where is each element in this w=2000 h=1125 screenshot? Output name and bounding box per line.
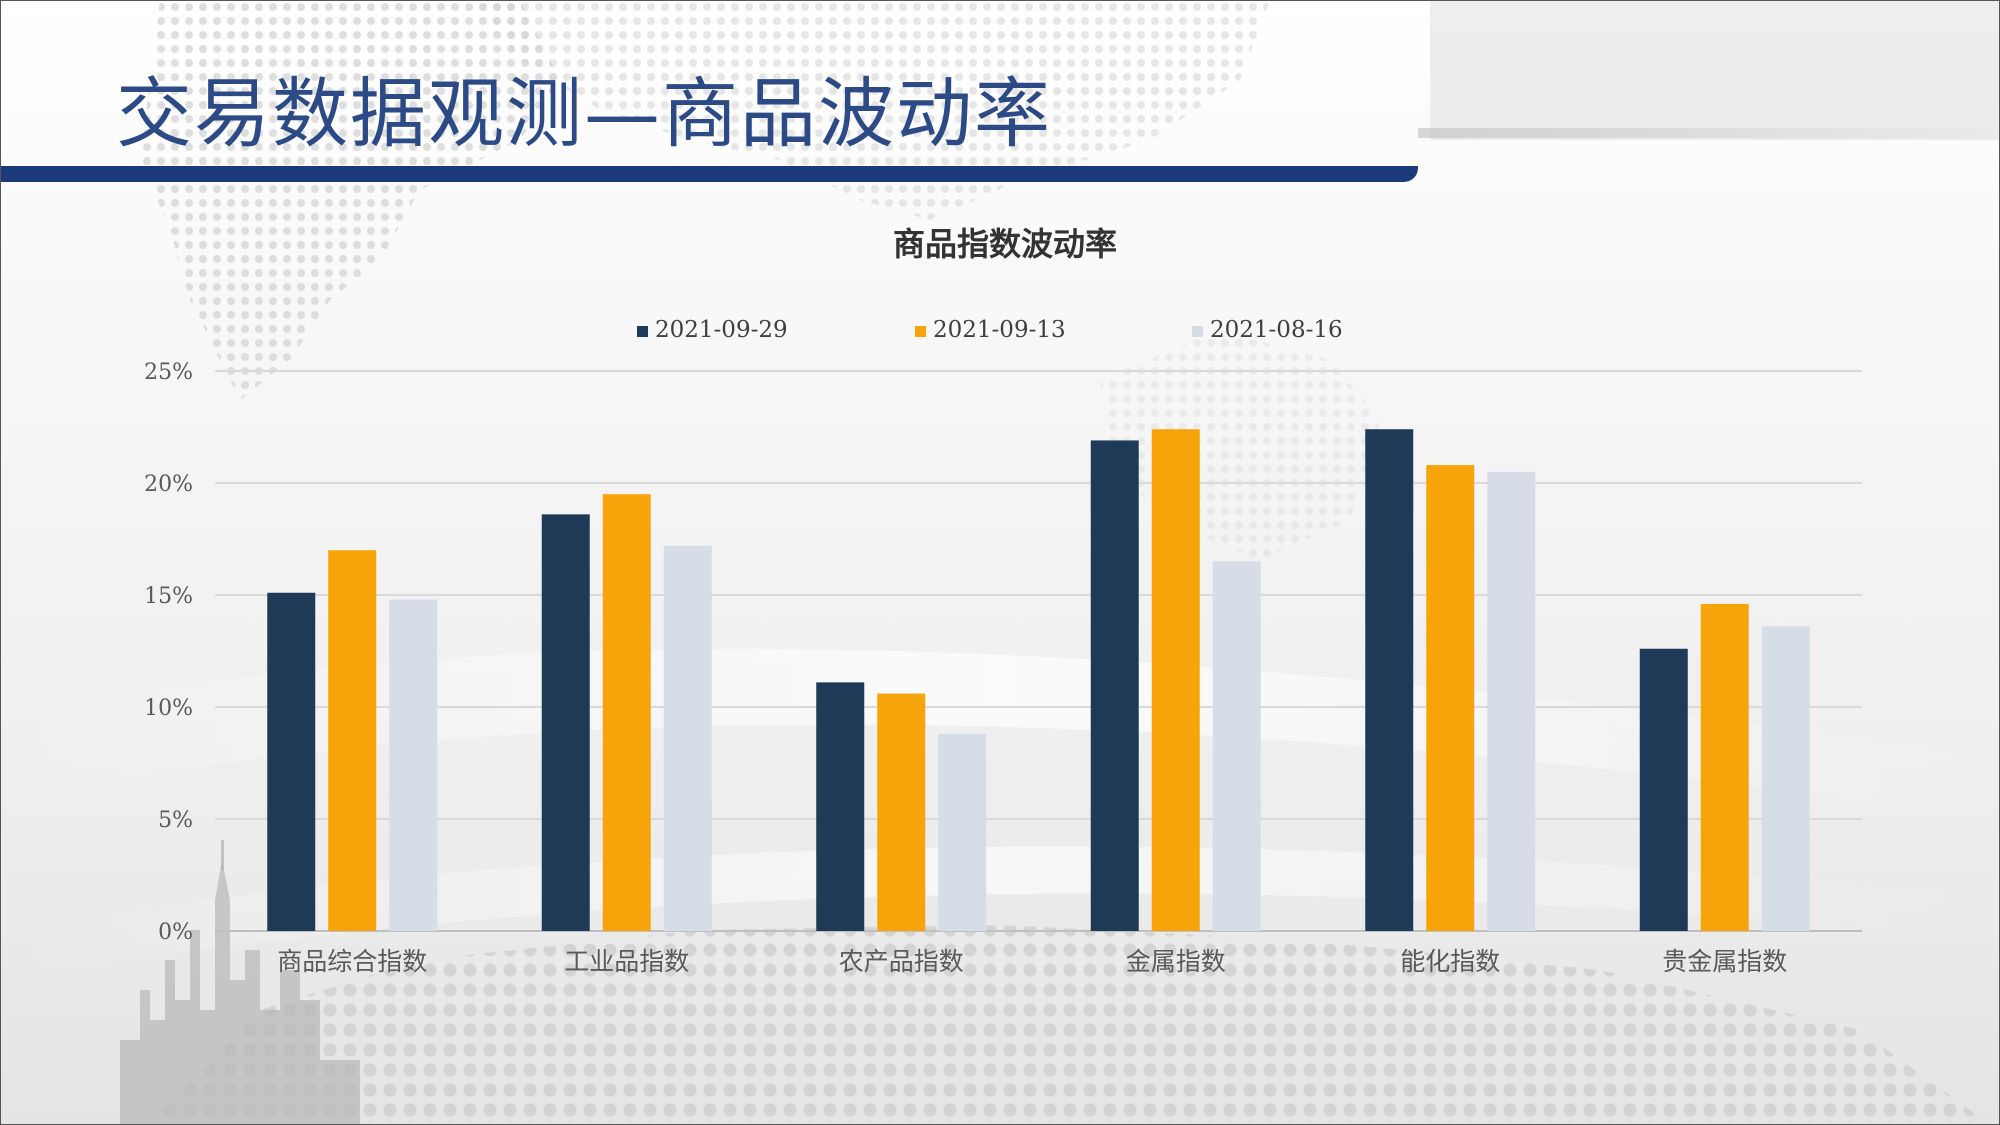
x-tick-label: 商品综合指数 [277, 947, 427, 976]
legend-label: 2021-09-29 [655, 317, 788, 343]
legend-swatch [915, 326, 926, 337]
bar [1700, 603, 1749, 931]
bar [816, 682, 865, 931]
bar [389, 599, 438, 931]
bar [1090, 440, 1139, 931]
x-tick-label: 金属指数 [1126, 947, 1226, 976]
bar [663, 545, 712, 931]
legend-item: 2021-09-13 [915, 317, 1066, 343]
chart-title: 商品指数波动率 [893, 225, 1117, 263]
x-tick-label: 工业品指数 [564, 947, 689, 976]
bar [1639, 648, 1688, 931]
bar [1365, 429, 1414, 931]
legend-item: 2021-09-29 [637, 317, 788, 343]
x-tick-label: 农产品指数 [839, 947, 964, 976]
legend-swatch [637, 326, 648, 337]
title-bar-shadow [1418, 128, 2000, 138]
bar [1151, 429, 1200, 931]
bar [602, 494, 651, 931]
chart-bars [267, 429, 1810, 931]
y-tick-label: 15% [144, 584, 193, 609]
y-tick-label: 10% [144, 696, 193, 721]
bar [877, 693, 926, 931]
bar [1487, 471, 1536, 931]
x-axis: 商品综合指数 工业品指数 农产品指数 金属指数 能化指数 贵金属指数 [277, 947, 1787, 976]
legend-label: 2021-08-16 [1210, 317, 1343, 343]
bar [328, 550, 377, 931]
x-tick-label: 能化指数 [1400, 947, 1500, 976]
bar [541, 514, 590, 931]
x-tick-label: 贵金属指数 [1662, 947, 1787, 976]
bar [1761, 626, 1810, 931]
bar [267, 592, 316, 931]
slide-title: 交易数据观测—商品波动率 [116, 69, 1052, 158]
legend-item: 2021-08-16 [1192, 317, 1343, 343]
y-axis: 0% 5% 10% 15% 20% 25% [144, 360, 193, 945]
chart-gridlines [215, 370, 1862, 932]
title-underline-bar [0, 166, 1418, 182]
bar [938, 733, 987, 931]
y-tick-label: 20% [144, 472, 193, 497]
bar [1426, 465, 1475, 931]
bar [1212, 561, 1261, 931]
y-tick-label: 0% [158, 920, 193, 945]
legend-swatch [1192, 326, 1203, 337]
y-tick-label: 25% [144, 360, 193, 385]
y-tick-label: 5% [158, 808, 193, 833]
chart-legend: 2021-09-29 2021-09-13 2021-08-16 [637, 317, 1343, 343]
legend-label: 2021-09-13 [933, 317, 1066, 343]
